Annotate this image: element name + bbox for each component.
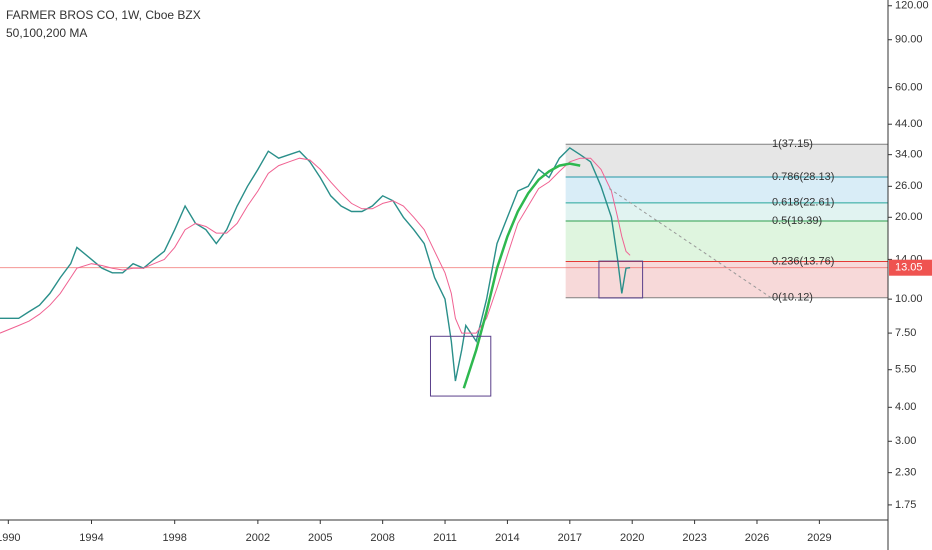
last-price-label: 13.05 — [895, 262, 923, 274]
x-tick-label: 2020 — [620, 532, 644, 544]
fib-band — [565, 177, 888, 203]
fib-band — [565, 144, 888, 178]
y-tick-label: 5.50 — [895, 364, 916, 376]
price-line — [0, 147, 631, 382]
fib-label: 0(10.12) — [772, 292, 813, 304]
y-tick-label: 90.00 — [895, 34, 923, 46]
fib-label: 0.618(22.61) — [772, 197, 834, 209]
plot-area: 1(37.15) 0.786(28.13) 0.618(22.61) 0.5(19.3… — [0, 138, 888, 397]
y-tick-label: 26.00 — [895, 180, 923, 192]
x-tick-label: 2002 — [246, 532, 270, 544]
y-tick-label: 1.75 — [895, 499, 916, 511]
x-tick-label: 1998 — [162, 532, 186, 544]
y-tick-label: 4.00 — [895, 401, 916, 413]
fib-band — [565, 261, 888, 298]
arc-drawing — [462, 162, 581, 389]
x-tick-label: 2011 — [433, 532, 457, 544]
x-tick-label: 1990 — [0, 532, 21, 544]
y-tick-label: 44.00 — [895, 118, 923, 130]
x-tick-label: 2026 — [745, 532, 769, 544]
moving-average — [0, 157, 631, 334]
x-tick-label: 2014 — [495, 532, 519, 544]
x-tick-label: 2017 — [558, 532, 582, 544]
y-tick-label: 3.00 — [895, 435, 916, 447]
fib-label: 0.786(28.13) — [772, 171, 834, 183]
box-drawing — [598, 260, 644, 299]
fib-label: 0.236(13.76) — [772, 255, 834, 267]
y-tick-label: 60.00 — [895, 82, 923, 94]
last-price-tag — [889, 259, 932, 276]
y-tick-label: 34.00 — [895, 149, 923, 161]
box-drawing — [429, 335, 492, 397]
fib-label: 1(37.15) — [772, 138, 813, 150]
x-tick-label: 2008 — [370, 532, 394, 544]
x-tick-label: 2029 — [807, 532, 831, 544]
y-tick-label: 7.50 — [895, 327, 916, 339]
y-tick-label: 10.00 — [895, 293, 923, 305]
x-tick-label: 2005 — [308, 532, 332, 544]
y-tick-label: 20.00 — [895, 211, 923, 223]
fib-label: 0.5(19.39) — [772, 215, 822, 227]
chart-title: FARMER BROS CO, 1W, Cboe BZX — [6, 8, 201, 22]
fib-band — [565, 202, 888, 221]
y-tick-label: 2.30 — [895, 467, 916, 479]
fib-band — [565, 220, 888, 262]
y-tick-label: 120.00 — [895, 0, 929, 12]
trend-line — [609, 188, 772, 299]
chart-subtitle: 50,100,200 MA — [6, 26, 87, 40]
x-tick-label: 2023 — [682, 532, 706, 544]
x-tick-label: 1994 — [79, 532, 103, 544]
